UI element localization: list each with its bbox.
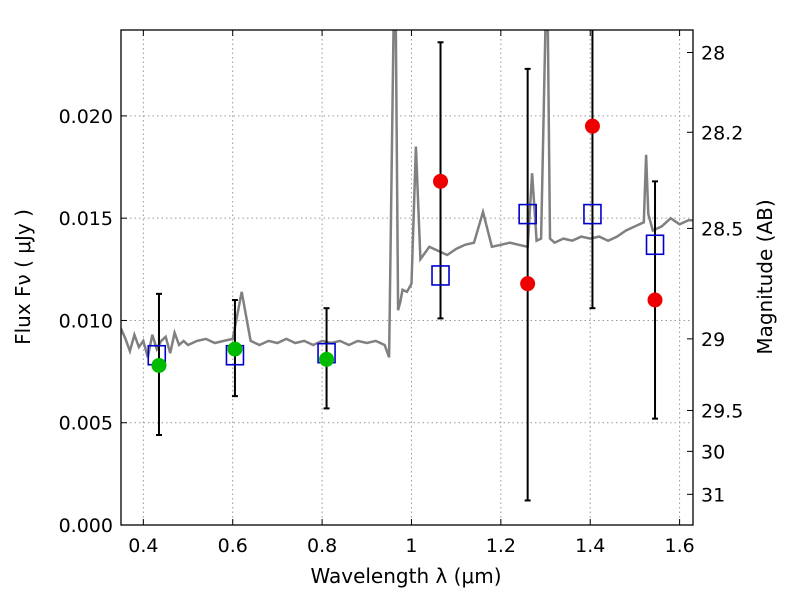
model-square-point: [431, 265, 450, 286]
red-data-point: [520, 276, 536, 292]
green-data-point: [227, 341, 243, 357]
spectrum-line: [121, 30, 693, 358]
x-tick-label: 1.6: [664, 535, 694, 557]
x-tick-label: 0.8: [307, 535, 337, 557]
red-data-point: [433, 173, 449, 189]
grid-lines: [121, 30, 693, 526]
right-tick-label: 31: [701, 484, 725, 506]
x-axis-title: Wavelength λ (μm): [310, 564, 501, 588]
right-tick-label: 28.5: [701, 218, 743, 240]
x-tick-label: 1: [405, 535, 417, 557]
right-tick-label: 29.5: [701, 400, 743, 422]
data-markers: [147, 118, 665, 373]
x-tick-label: 1.4: [575, 535, 605, 557]
red-data-point: [647, 292, 663, 308]
y-tick-label: 0.005: [59, 413, 113, 435]
x-tick-label: 0.4: [128, 535, 158, 557]
x-tick-label: 0.6: [218, 535, 248, 557]
axis-ticks: [121, 30, 693, 526]
green-data-point: [319, 351, 335, 367]
model-square-point: [518, 203, 537, 225]
plot-frame: [120, 29, 694, 526]
right-tick-label: 30: [701, 441, 725, 463]
right-tick-label: 28: [701, 43, 725, 65]
model-square-point: [645, 234, 665, 256]
right-tick-label: 29: [701, 329, 725, 351]
errorbars: [155, 30, 659, 502]
y-tick-label: 0.020: [59, 106, 113, 128]
x-tick-label: 1.2: [486, 535, 516, 557]
red-data-point: [584, 118, 600, 134]
green-data-point: [151, 357, 167, 373]
y-tick-label: 0.010: [59, 310, 113, 332]
y-tick-label: 0.000: [59, 515, 113, 537]
tick-labels: 0.4 0.6 0.8 1 1.2 1.4 1.6 0.000 0.005 0.010 0.015 0…: [59, 43, 744, 558]
right-tick-label: 28.2: [701, 122, 743, 144]
model-square-point: [583, 203, 602, 225]
y-axis-title: Flux Fν ( μJy ): [11, 209, 35, 345]
plot-area: [121, 30, 693, 502]
right-axis-title: Magnitude (AB): [753, 199, 777, 354]
y-tick-label: 0.015: [59, 208, 113, 230]
